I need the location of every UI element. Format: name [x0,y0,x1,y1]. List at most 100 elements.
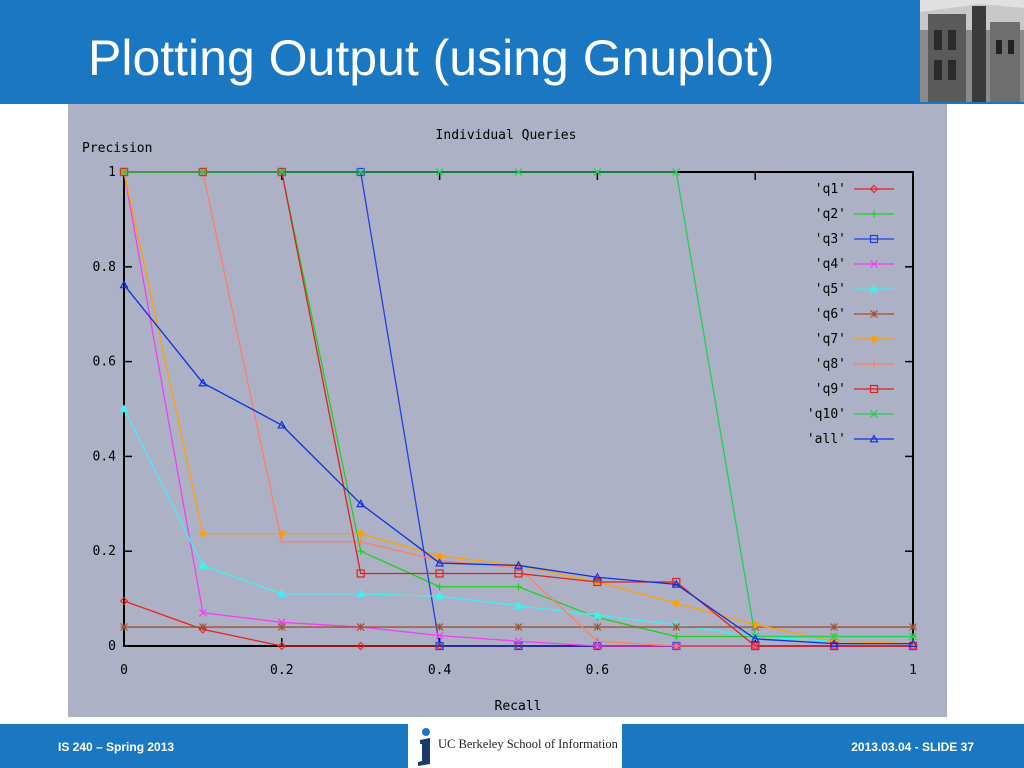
data-point [514,168,523,176]
data-point [870,410,878,418]
slide-number: 2013.03.04 - SLIDE 37 [851,740,974,754]
data-point [671,579,681,588]
data-point [356,623,365,631]
data-point [672,168,681,176]
plot-frame [123,171,914,647]
data-point [909,632,917,641]
data-point [277,641,287,651]
series-line [124,171,913,647]
data-point [277,589,287,598]
precision-recall-chart: Individual Queries Precision Recall 0 0.2… [82,128,918,714]
legend-label: 'q6' [815,307,846,322]
data-point [198,378,208,387]
data-point [435,631,444,640]
data-point [198,608,207,617]
data-point [869,334,879,344]
data-point [870,210,878,218]
data-point [199,623,207,631]
y-tick-label: 0.8 [93,260,116,275]
data-point [435,558,445,567]
data-point [120,623,128,631]
series-line [124,171,913,647]
data-point [869,184,879,194]
data-point [277,168,286,176]
data-point [514,569,523,578]
data-point [593,623,602,631]
legend-label: 'q5' [815,282,846,297]
data-point [198,168,207,176]
series-q7 [119,167,918,648]
legend: 'q1' 'q2' 'q3' 'q4' 'q5' 'q6' 'q7' 'q8' 'q9' 'q10… [807,182,894,447]
data-point [593,637,601,645]
data-point [829,638,839,648]
data-point [198,625,208,634]
data-point [436,583,444,591]
data-point [435,569,444,578]
data-point [356,641,365,651]
school-name: UC Berkeley School of Information [438,737,618,751]
data-point [592,610,602,619]
data-point [515,583,522,591]
data-point [277,420,287,429]
data-point [672,577,681,587]
data-point [869,384,879,394]
x-tick-label: 1 [909,663,917,678]
legend-label: 'q8' [815,357,846,372]
data-point [357,547,365,555]
series-line [123,284,913,645]
axis-ticks: 0 0.2 0.4 0.6 0.8 1 0 0.2 0.4 0.6 0.8 1 [93,165,917,678]
data-point [869,234,879,244]
data-point [870,260,878,268]
y-axis-label: Precision [82,141,152,156]
data-point [672,623,681,631]
series-q6 [120,623,917,631]
building-photo-icon [920,0,1024,102]
data-point [751,641,760,651]
data-point [513,600,524,610]
data-point [750,634,760,643]
data-point [356,499,366,508]
x-tick-label: 0.8 [743,663,766,678]
data-point [277,623,286,631]
legend-label: 'q7' [815,332,846,347]
data-point [592,572,602,581]
y-tick-label: 0.4 [93,449,117,464]
data-point [514,641,523,651]
series-q10 [120,168,917,641]
data-point [119,280,129,289]
data-point [356,569,365,578]
data-point [830,632,839,641]
legend-label: 'q2' [815,207,846,222]
data-point [869,434,879,443]
y-tick-label: 0 [108,639,116,654]
data-point [908,638,918,648]
legend-label: 'q9' [815,382,846,397]
series-line [123,171,913,647]
series-all [119,280,918,648]
data-point [357,538,365,546]
slide-footer: IS 240 – Spring 2013 UC Berkeley School … [0,724,1024,768]
course-label: IS 240 – Spring 2013 [58,740,175,754]
data-point [672,633,680,641]
x-tick-label: 0.4 [428,663,452,678]
data-point [435,641,444,651]
legend-label: 'q3' [815,232,846,247]
plot-panel: Individual Queries Precision Recall 0 0.2… [68,104,947,717]
header-divider [0,102,1024,104]
data-point [356,168,365,176]
x-tick-label: 0 [120,663,128,678]
data-point [120,168,128,176]
x-tick-label: 0.2 [270,663,293,678]
data-point [870,310,878,318]
data-point [869,284,879,293]
data-point [119,596,129,606]
data-point [278,538,286,546]
i-school-logo-icon [418,728,430,766]
data-point [830,623,838,631]
data-point [198,560,208,569]
slide-title: Plotting Output (using Gnuplot) [88,30,775,86]
legend-label: 'q1' [815,182,846,197]
data-point [672,642,680,650]
data-point [514,637,523,646]
data-point [119,404,129,413]
